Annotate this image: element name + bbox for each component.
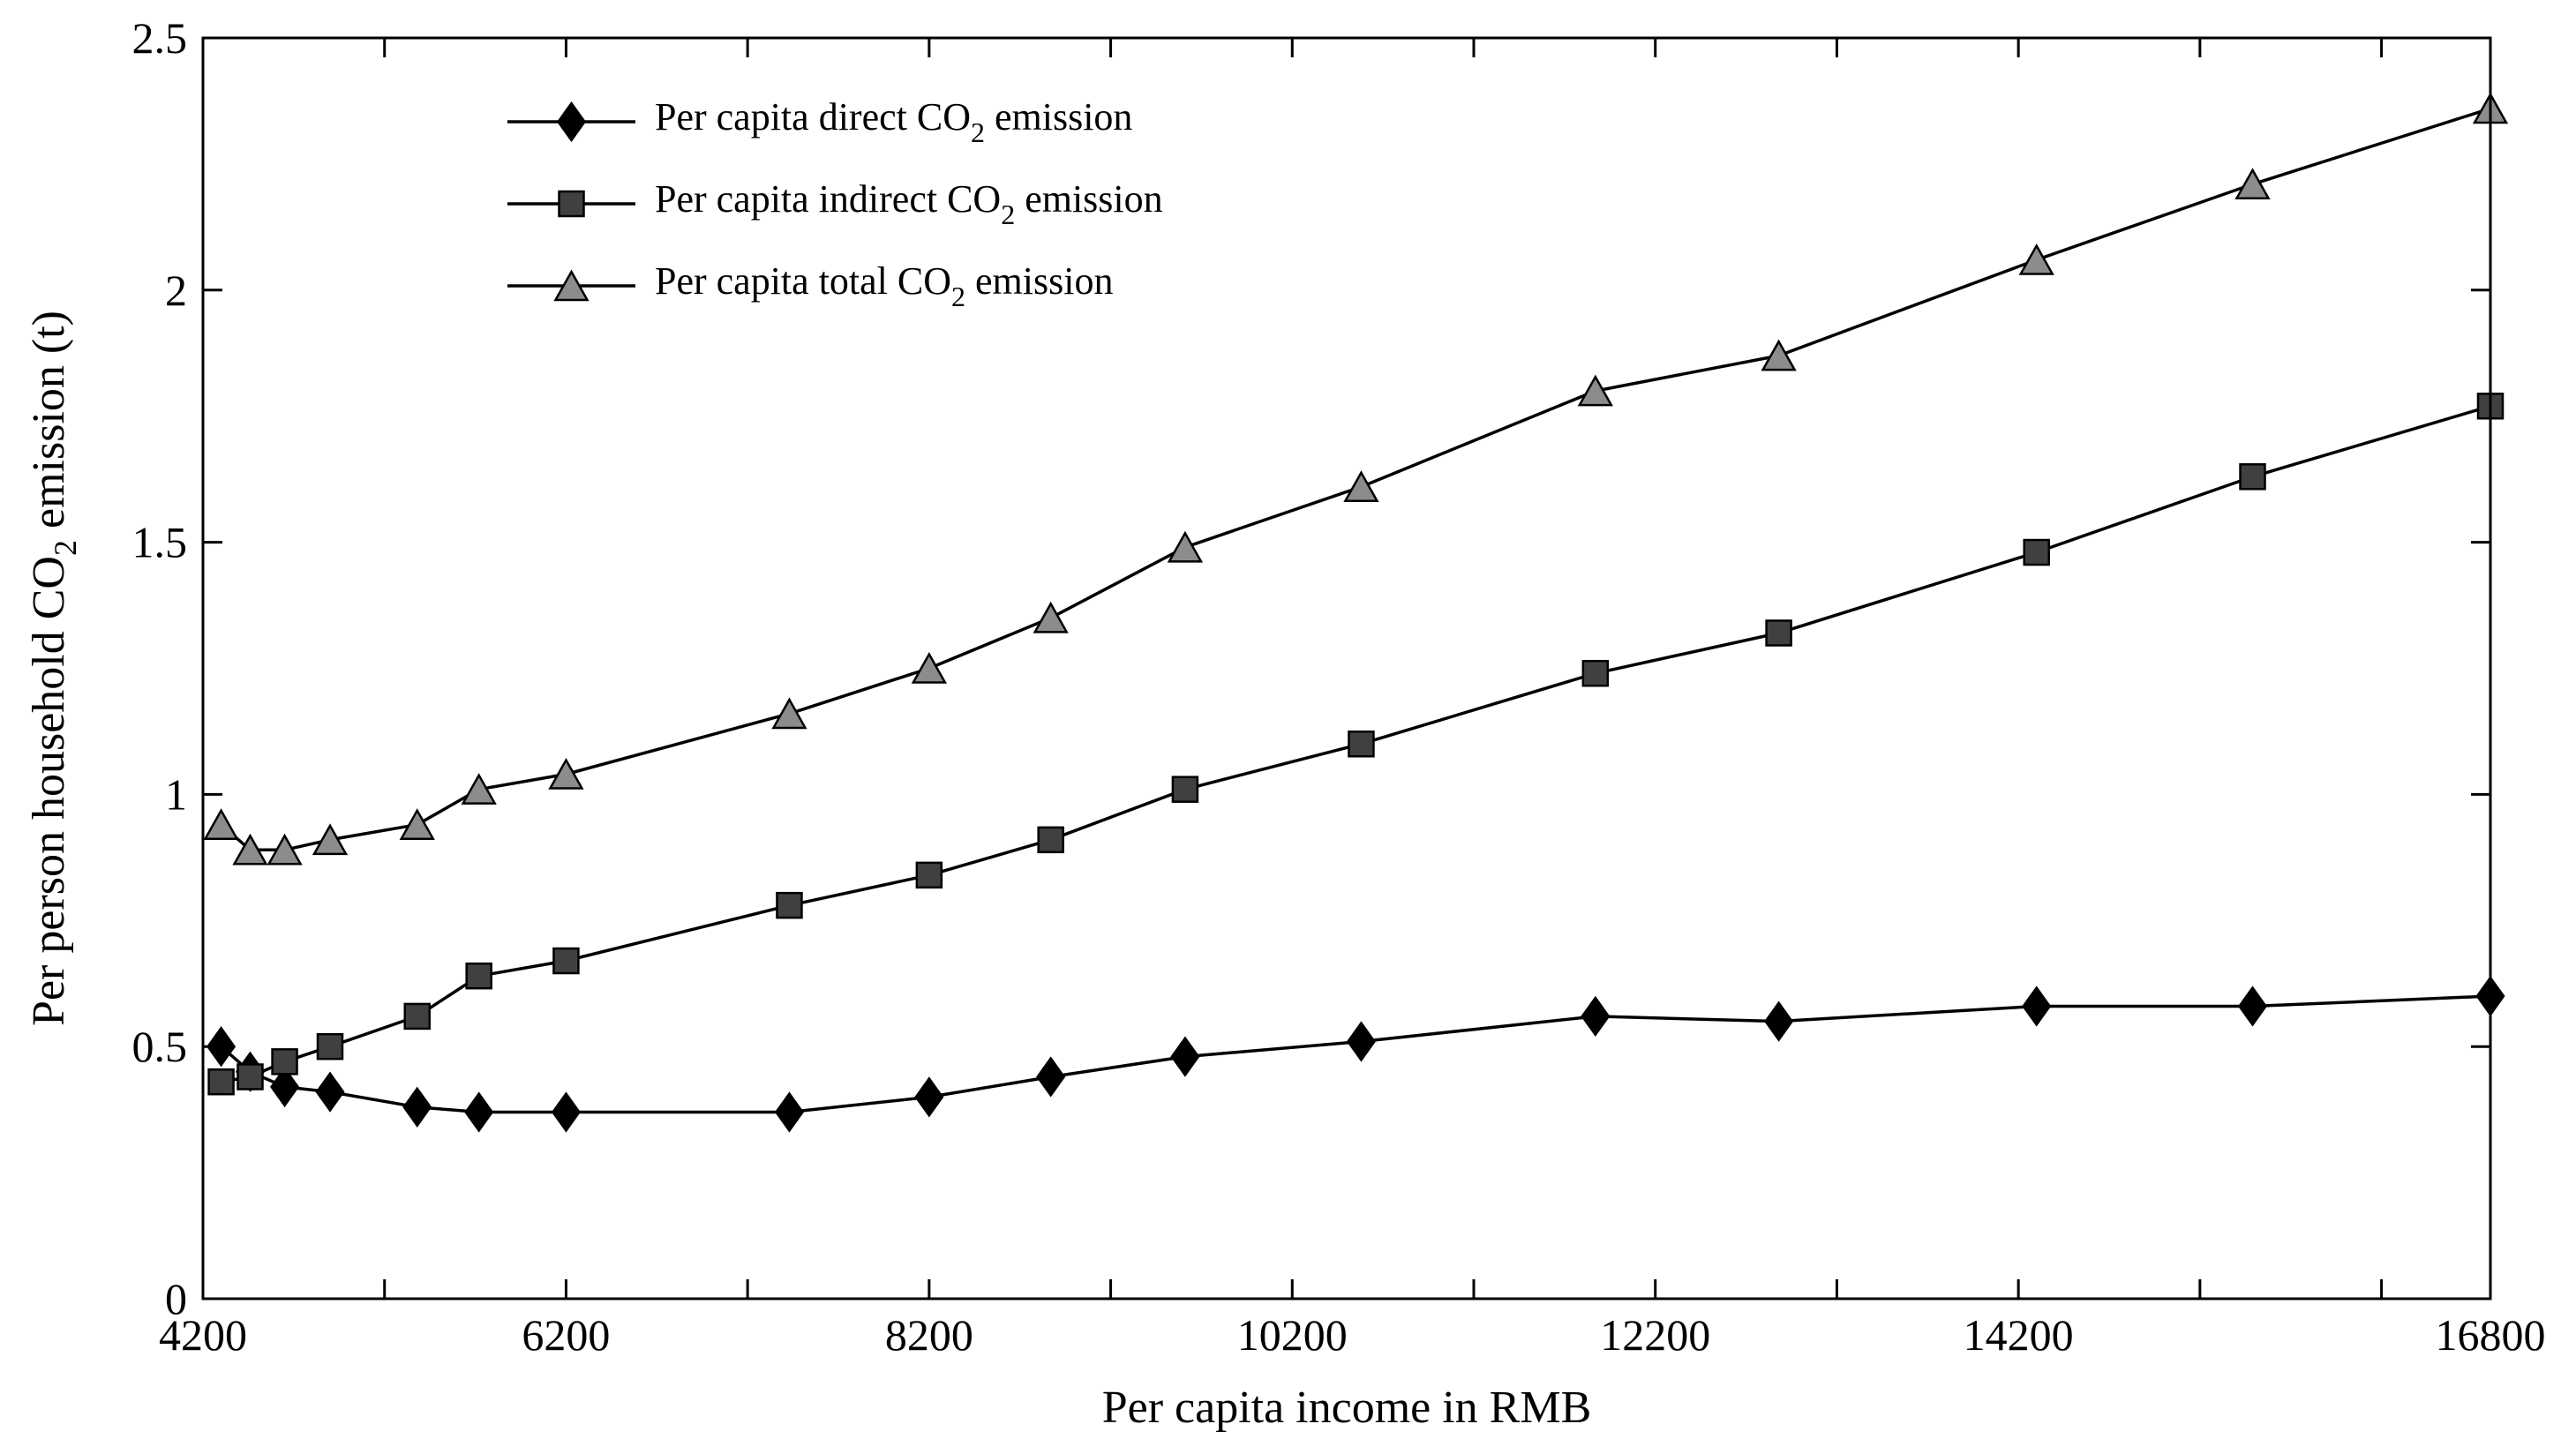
legend-item: Per capita direct CO2 emission (507, 95, 1132, 148)
x-tick-label: 6200 (522, 1310, 610, 1360)
x-tick-label: 12200 (1600, 1310, 1710, 1360)
legend-marker (558, 190, 585, 218)
plot-frame (201, 36, 2492, 1300)
data-point (1348, 730, 1375, 758)
legend-label: Per capita direct CO2 emission (655, 95, 1132, 148)
x-tick-label: 16800 (2436, 1310, 2546, 1360)
data-point (1037, 826, 1064, 854)
x-tick-label: 10200 (1237, 1310, 1348, 1360)
y-axis-label-suffix: emission (t) (24, 311, 74, 540)
data-point (237, 1063, 264, 1090)
legend-label-prefix: Per capita direct CO (655, 95, 971, 139)
data-point (1343, 470, 1379, 502)
data-point (2237, 986, 2268, 1027)
data-point (1764, 1001, 1794, 1042)
legend-label-suffix: emission (1015, 177, 1162, 221)
data-point (551, 1091, 581, 1133)
legend-label-subscript: 2 (1001, 199, 1015, 230)
legend-label-suffix: emission (965, 259, 1113, 303)
data-point (2023, 538, 2050, 566)
data-point (1036, 1056, 1066, 1098)
y-tick-label: 0.5 (132, 1022, 188, 1071)
data-point (1170, 1036, 1200, 1077)
x-tick-label: 4200 (159, 1310, 247, 1360)
data-point (1761, 339, 1797, 371)
data-point (270, 1066, 300, 1108)
series-square (207, 393, 2505, 1096)
data-point (1765, 619, 1792, 647)
data-point (2018, 243, 2054, 275)
data-point (465, 962, 492, 990)
data-point (2239, 463, 2266, 491)
y-axis-label: Per person household CO2 emission (t) (24, 311, 83, 1026)
data-point (207, 1068, 235, 1096)
data-point (914, 1076, 944, 1118)
x-tick-label: 14200 (1964, 1310, 2074, 1360)
data-point (774, 1091, 804, 1133)
legend-label-suffix: emission (985, 95, 1132, 139)
data-point (403, 1002, 431, 1031)
data-point (1033, 601, 1069, 633)
y-tick-label: 1 (165, 769, 187, 819)
data-point (1346, 1021, 1376, 1062)
data-point (464, 1091, 494, 1133)
data-point (552, 947, 580, 975)
data-point (771, 697, 807, 730)
data-point (399, 808, 435, 840)
data-point (232, 833, 268, 866)
legend-marker (556, 101, 587, 143)
series-layer (203, 92, 2509, 1133)
data-point (1577, 374, 1613, 407)
data-point (1581, 995, 1611, 1038)
data-point (1167, 530, 1204, 563)
x-tick-label: 8200 (885, 1310, 973, 1360)
y-axis-label-prefix: Per person household CO (24, 556, 74, 1026)
y-tick-labels: 0 0.5 1 1.5 2 2.5 (132, 13, 188, 1323)
legend-label-subscript: 2 (971, 116, 985, 148)
x-axis-label: Per capita income in RMB (1102, 1383, 1592, 1433)
y-tick-label: 2.5 (132, 13, 188, 63)
data-point (2234, 168, 2271, 200)
legend-item: Per capita total CO2 emission (507, 259, 1113, 312)
legend-label-subscript: 2 (951, 281, 965, 312)
data-point (1171, 776, 1199, 803)
legend-label-prefix: Per capita indirect CO (655, 177, 1001, 221)
legend-label: Per capita indirect CO2 emission (655, 177, 1163, 230)
data-point (1581, 659, 1610, 687)
data-point (776, 891, 803, 919)
data-point (315, 1071, 345, 1113)
data-point (207, 1026, 237, 1068)
data-point (548, 757, 584, 790)
y-tick-label: 1.5 (132, 518, 188, 567)
data-point (203, 808, 239, 840)
data-point (267, 833, 303, 866)
y-tick-label: 2 (165, 266, 187, 315)
series-triangle (203, 92, 2509, 866)
y-axis-label-subscript: 2 (48, 540, 83, 556)
data-point (2022, 986, 2052, 1027)
x-tick-labels: 4200 6200 8200 10200 12200 14200 16800 (159, 1310, 2546, 1360)
series-diamond (207, 975, 2505, 1133)
data-point (915, 861, 943, 889)
y-tick-label: 0 (165, 1274, 187, 1323)
legend-label-prefix: Per capita total CO (655, 259, 951, 303)
data-point (312, 823, 349, 856)
data-point (316, 1032, 344, 1061)
legend-item: Per capita indirect CO2 emission (507, 177, 1163, 230)
legend-label: Per capita total CO2 emission (655, 259, 1113, 312)
data-point (402, 1086, 432, 1128)
legend-marker (553, 269, 590, 302)
data-point (271, 1048, 298, 1076)
data-point (461, 773, 497, 805)
data-point (911, 651, 947, 684)
